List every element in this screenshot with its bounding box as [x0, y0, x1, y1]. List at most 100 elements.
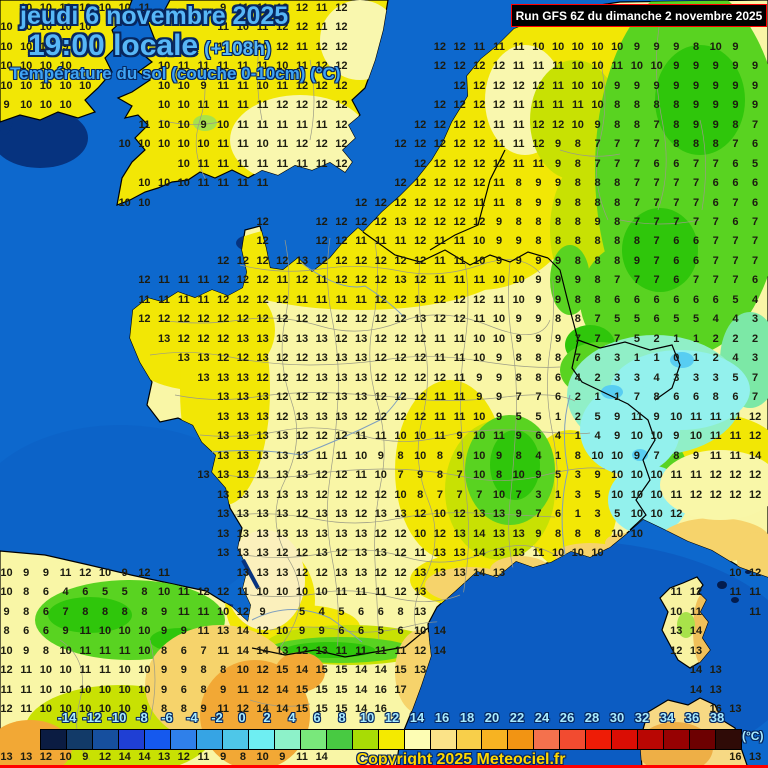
grid-value: 9: [476, 372, 483, 384]
grid-value: 11: [434, 235, 446, 247]
grid-value: 5: [732, 294, 739, 306]
grid-value: 13: [414, 567, 427, 579]
grid-value: 10: [414, 625, 427, 637]
grid-value: 12: [414, 352, 427, 364]
grid-value: 15: [295, 684, 309, 696]
grid-value: 9: [673, 430, 680, 442]
grid-value: 12: [335, 119, 348, 131]
grid-value: 9: [535, 469, 542, 481]
grid-value: 16: [709, 703, 722, 715]
grid-value: 12: [394, 294, 407, 306]
grid-value: 8: [141, 586, 148, 598]
scale-cell: [170, 730, 197, 749]
scale-tick: -10: [107, 710, 127, 725]
scale-cell: [612, 730, 639, 749]
scale-cell: [456, 730, 483, 749]
grid-value: 11: [434, 333, 446, 345]
title-block: jeudi 6 novembre 2025 19:00 locale (+108h…: [20, 2, 288, 63]
grid-value: 12: [453, 177, 466, 189]
grid-value: 12: [315, 216, 328, 228]
grid-value: 9: [279, 751, 286, 763]
grid-value: 9: [495, 352, 503, 364]
grid-value: 11: [20, 684, 33, 696]
grid-value: 11: [374, 586, 387, 598]
grid-value: 10: [276, 586, 289, 598]
grid-value: 12: [689, 489, 703, 501]
grid-value: 8: [515, 352, 522, 364]
scale-tick: -4: [186, 710, 198, 725]
scale-tick: 26: [559, 710, 575, 725]
scale-tick: 8: [338, 710, 346, 725]
grid-value: 13: [236, 469, 250, 481]
grid-value: 10: [138, 684, 151, 696]
grid-value: 9: [535, 255, 542, 267]
grid-value: 9: [23, 645, 30, 657]
grid-value: 8: [594, 528, 601, 540]
grid-value: 12: [414, 197, 427, 209]
grid-value: 12: [709, 489, 722, 501]
grid-value: 9: [633, 80, 640, 92]
grid-value: 8: [515, 450, 522, 462]
scale-cell: [560, 730, 587, 749]
grid-value: 13: [295, 333, 309, 345]
grid-value: 8: [555, 235, 562, 247]
grid-value: 10: [414, 450, 427, 462]
grid-value: 10: [177, 177, 190, 189]
grid-value: 12: [414, 158, 427, 170]
grid-value: 10: [532, 41, 545, 53]
scale-cell: [534, 730, 561, 749]
grid-value: 6: [732, 177, 739, 189]
grid-value: 12: [315, 80, 328, 92]
grid-value: 10: [59, 99, 72, 111]
grid-value: 4: [535, 450, 542, 462]
grid-value: 7: [752, 119, 759, 131]
grid-value: 1: [692, 352, 700, 364]
grid-value: 13: [276, 450, 289, 462]
grid-value: 3: [614, 352, 621, 364]
grid-value: 6: [555, 508, 562, 520]
grid-value: 10: [39, 99, 53, 111]
rivers: [211, 261, 571, 643]
grid-value: 11: [99, 645, 111, 657]
grid-value: 7: [653, 450, 660, 462]
grid-value: 16: [374, 703, 387, 715]
scale-cell: [66, 730, 93, 749]
grid-value: 15: [315, 703, 328, 715]
grid-value: 12: [414, 235, 427, 247]
grid-value: 10: [39, 80, 53, 92]
grid-value: 6: [752, 138, 759, 150]
grid-value: 11: [79, 664, 92, 676]
grid-value: 13: [315, 352, 328, 364]
grid-value: 12: [138, 567, 151, 579]
grid-value: 13: [236, 528, 250, 540]
scale-cell: [196, 730, 223, 749]
grid-value: 7: [712, 274, 719, 286]
grid-value: 5: [121, 586, 128, 598]
grid-value: 8: [673, 119, 680, 131]
grid-value: 11: [512, 41, 525, 53]
grid-value: 9: [574, 274, 581, 286]
grid-value: 11: [670, 469, 683, 481]
grid-value: 15: [315, 684, 328, 696]
grid-value: 13: [256, 508, 269, 520]
grid-value: 8: [436, 450, 443, 462]
scale-tick: -6: [161, 710, 173, 725]
grid-value: 7: [732, 255, 739, 267]
grid-value: 12: [453, 313, 466, 325]
grid-value: 11: [512, 60, 525, 72]
grid-value: 14: [354, 684, 368, 696]
grid-value: 13: [414, 294, 427, 306]
grid-value: 5: [732, 372, 739, 384]
grid-value: 10: [197, 138, 210, 150]
grid-value: 11: [177, 294, 190, 306]
grid-value: 12: [217, 274, 230, 286]
grid-value: 11: [355, 645, 367, 657]
grid-value: 10: [492, 333, 506, 345]
grid-value: 10: [611, 41, 624, 53]
grid-value: 10: [59, 751, 72, 763]
grid-value: 10: [157, 177, 171, 189]
grid-value: 10: [138, 625, 151, 637]
grid-value: 7: [692, 158, 700, 170]
grid-value: 12: [374, 294, 387, 306]
